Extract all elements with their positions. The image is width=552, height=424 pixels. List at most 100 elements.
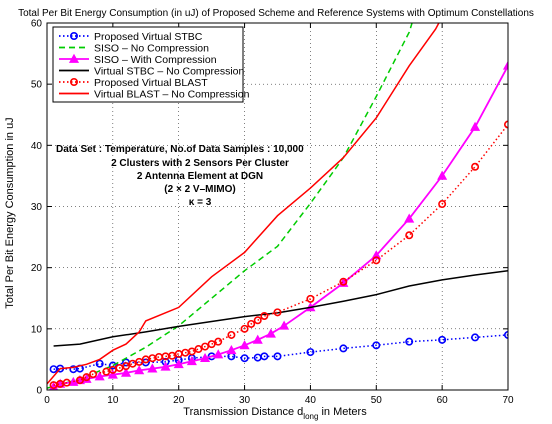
data-point xyxy=(122,362,131,371)
data-point xyxy=(89,370,98,379)
data-point xyxy=(252,334,263,344)
data-point xyxy=(471,333,480,342)
legend-label: SISO – No Compression xyxy=(94,42,209,54)
y-tick-label: 10 xyxy=(31,324,43,335)
legend-item: Proposed Virtual STBC xyxy=(59,31,203,43)
data-point xyxy=(273,352,282,361)
data-point xyxy=(265,328,276,338)
axis-ticks: 0 10 20 30 40 50 60 70 0 10 20 30 40 50 60 xyxy=(31,19,514,407)
legend-item: Virtual STBC – No Compression xyxy=(59,65,245,77)
y-tick-label: 40 xyxy=(31,141,43,152)
legend-marker xyxy=(68,53,80,63)
data-point xyxy=(207,340,216,349)
y-tick-label: 30 xyxy=(31,202,43,213)
data-point xyxy=(260,311,269,320)
series-proposed-virtual-blast xyxy=(49,120,508,390)
data-point xyxy=(227,330,236,339)
legend-item: Proposed Virtual BLAST xyxy=(59,77,208,89)
x-axis-label-main: Transmission Distance d xyxy=(183,406,303,418)
data-point xyxy=(213,349,224,359)
data-point xyxy=(372,256,381,265)
data-point xyxy=(405,231,414,240)
x-tick-label: 70 xyxy=(502,395,514,406)
data-point xyxy=(173,359,184,369)
annotation-line: 2 Clusters with 2 Sensors Per Cluster xyxy=(111,158,289,169)
data-point xyxy=(371,250,382,260)
x-axis-label-suffix: in Meters xyxy=(318,406,367,418)
data-point xyxy=(339,344,348,353)
x-axis-label: Transmission Distance dlong in Meters xyxy=(183,406,367,421)
data-point xyxy=(240,324,249,333)
legend-label: SISO – With Compression xyxy=(94,54,217,66)
data-point xyxy=(95,359,104,368)
annotation-line: Data Set : Temperature, No.of Data Sampl… xyxy=(56,144,304,155)
x-tick-label: 10 xyxy=(107,395,119,406)
data-point xyxy=(62,378,71,387)
data-point xyxy=(147,363,158,373)
legend-item: SISO – No Compression xyxy=(59,42,209,54)
legend-label: Proposed Virtual BLAST xyxy=(94,77,208,89)
data-point xyxy=(239,340,250,350)
data-point xyxy=(306,294,315,303)
legend-item: SISO – With Compression xyxy=(59,53,217,66)
data-point xyxy=(135,357,144,366)
data-point xyxy=(134,365,145,375)
data-point xyxy=(306,348,315,357)
x-tick-label: 20 xyxy=(173,395,185,406)
series-layer xyxy=(47,23,508,390)
data-point xyxy=(437,170,448,180)
data-point xyxy=(470,121,481,131)
x-tick-label: 0 xyxy=(44,395,50,406)
annotation-block: Data Set : Temperature, No.of Data Sampl… xyxy=(56,144,304,208)
legend-label: Proposed Virtual STBC xyxy=(94,31,203,43)
data-point xyxy=(339,277,348,286)
data-point xyxy=(471,162,480,171)
data-point xyxy=(372,341,381,350)
data-point xyxy=(260,352,269,361)
data-point xyxy=(214,337,223,346)
y-tick-label: 50 xyxy=(31,80,43,91)
data-point xyxy=(94,371,105,381)
data-point xyxy=(107,369,118,379)
data-point xyxy=(247,319,256,328)
data-point xyxy=(201,342,210,351)
data-point xyxy=(273,308,282,317)
data-point xyxy=(120,367,132,377)
data-point xyxy=(194,345,203,354)
legend-label: Virtual BLAST – No Compression xyxy=(94,88,250,100)
data-point xyxy=(438,200,447,209)
annotation-line: 2 Antenna Element at DGN xyxy=(137,171,263,182)
data-point xyxy=(502,60,508,70)
y-tick-label: 20 xyxy=(31,263,43,274)
legend-item: Virtual BLAST – No Compression xyxy=(59,88,250,100)
data-point xyxy=(82,373,91,382)
chart-title: Total Per Bit Energy Consumption (in uJ)… xyxy=(18,8,534,19)
x-tick-label: 40 xyxy=(305,395,317,406)
data-point xyxy=(75,376,84,385)
legend-label: Virtual STBC – No Compression xyxy=(94,65,245,77)
series-line xyxy=(53,124,508,386)
data-point xyxy=(186,356,197,366)
data-point xyxy=(253,316,262,325)
data-point xyxy=(404,213,415,223)
series-line xyxy=(47,23,440,385)
y-axis-label: Total Per Bit Energy Consumption in uJ xyxy=(4,117,16,308)
data-point xyxy=(226,345,237,355)
data-point xyxy=(438,335,447,344)
x-tick-label: 30 xyxy=(239,395,251,406)
data-point xyxy=(160,361,171,371)
data-point xyxy=(200,352,211,363)
series-line xyxy=(47,23,413,389)
y-tick-label: 60 xyxy=(31,19,43,30)
x-tick-label: 60 xyxy=(437,395,449,406)
legend-marker xyxy=(70,31,79,40)
x-tick-label: 50 xyxy=(371,395,383,406)
data-point xyxy=(187,347,196,356)
data-point xyxy=(108,361,117,370)
legend-marker xyxy=(70,78,79,87)
data-point xyxy=(405,337,414,346)
series-virtual-blast-no-compression xyxy=(47,23,440,385)
annotation-line: κ = 3 xyxy=(189,197,212,208)
